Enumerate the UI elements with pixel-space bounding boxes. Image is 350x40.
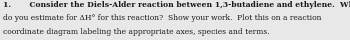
Text: coordinate diagram labeling the appropriate axes, species and terms.: coordinate diagram labeling the appropri… (3, 28, 270, 36)
Text: 1.       Consider the Diels-Alder reaction between 1,3-butadiene and ethylene.  : 1. Consider the Diels-Alder reaction bet… (3, 1, 350, 9)
Text: do you estimate for ΔH° for this reaction?  Show your work.  Plot this on a reac: do you estimate for ΔH° for this reactio… (3, 14, 321, 22)
